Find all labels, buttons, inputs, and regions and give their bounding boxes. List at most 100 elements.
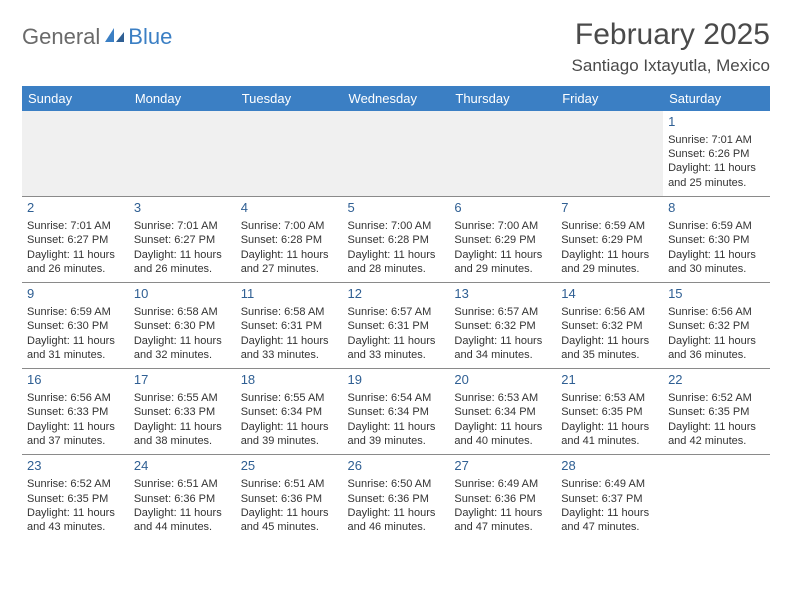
day-number: 20	[454, 372, 551, 389]
daylight-text-2: and 44 minutes.	[134, 520, 231, 534]
sunset-text: Sunset: 6:36 PM	[348, 492, 445, 506]
weekday-header: Monday	[129, 86, 236, 111]
sunset-text: Sunset: 6:30 PM	[134, 319, 231, 333]
daylight-text-1: Daylight: 11 hours	[241, 334, 338, 348]
sunrise-text: Sunrise: 6:50 AM	[348, 477, 445, 491]
calendar-day-cell: 1Sunrise: 7:01 AMSunset: 6:26 PMDaylight…	[663, 111, 770, 197]
sunrise-text: Sunrise: 7:01 AM	[134, 219, 231, 233]
calendar-day-cell: 24Sunrise: 6:51 AMSunset: 6:36 PMDayligh…	[129, 455, 236, 541]
daylight-text-2: and 25 minutes.	[668, 176, 765, 190]
daylight-text-2: and 33 minutes.	[241, 348, 338, 362]
sunset-text: Sunset: 6:37 PM	[561, 492, 658, 506]
month-title: February 2025	[572, 18, 770, 52]
logo: General Blue	[22, 18, 172, 50]
daylight-text-1: Daylight: 11 hours	[348, 506, 445, 520]
day-number: 16	[27, 372, 124, 389]
sunrise-text: Sunrise: 7:00 AM	[241, 219, 338, 233]
page-header: General Blue February 2025 Santiago Ixta…	[22, 18, 770, 76]
sunrise-text: Sunrise: 6:57 AM	[454, 305, 551, 319]
day-number: 3	[134, 200, 231, 217]
day-number: 14	[561, 286, 658, 303]
sunrise-text: Sunrise: 6:53 AM	[454, 391, 551, 405]
sunrise-text: Sunrise: 6:54 AM	[348, 391, 445, 405]
daylight-text-2: and 41 minutes.	[561, 434, 658, 448]
daylight-text-2: and 38 minutes.	[134, 434, 231, 448]
sunrise-text: Sunrise: 7:00 AM	[348, 219, 445, 233]
day-number: 10	[134, 286, 231, 303]
daylight-text-2: and 28 minutes.	[348, 262, 445, 276]
sunrise-text: Sunrise: 6:56 AM	[668, 305, 765, 319]
day-number: 12	[348, 286, 445, 303]
day-number: 8	[668, 200, 765, 217]
sunset-text: Sunset: 6:34 PM	[454, 405, 551, 419]
calendar-day-cell: 11Sunrise: 6:58 AMSunset: 6:31 PMDayligh…	[236, 283, 343, 369]
calendar-day-cell: 15Sunrise: 6:56 AMSunset: 6:32 PMDayligh…	[663, 283, 770, 369]
daylight-text-1: Daylight: 11 hours	[561, 506, 658, 520]
daylight-text-2: and 26 minutes.	[27, 262, 124, 276]
day-number: 7	[561, 200, 658, 217]
sunset-text: Sunset: 6:30 PM	[27, 319, 124, 333]
sunrise-text: Sunrise: 6:49 AM	[454, 477, 551, 491]
day-number: 5	[348, 200, 445, 217]
sunrise-text: Sunrise: 6:52 AM	[668, 391, 765, 405]
daylight-text-2: and 29 minutes.	[561, 262, 658, 276]
calendar-week-row: 23Sunrise: 6:52 AMSunset: 6:35 PMDayligh…	[22, 455, 770, 541]
sunrise-text: Sunrise: 6:59 AM	[27, 305, 124, 319]
daylight-text-2: and 26 minutes.	[134, 262, 231, 276]
daylight-text-2: and 30 minutes.	[668, 262, 765, 276]
daylight-text-1: Daylight: 11 hours	[241, 420, 338, 434]
logo-text-blue: Blue	[128, 24, 172, 50]
calendar-day-cell: 6Sunrise: 7:00 AMSunset: 6:29 PMDaylight…	[449, 197, 556, 283]
day-number: 11	[241, 286, 338, 303]
daylight-text-2: and 32 minutes.	[134, 348, 231, 362]
sunrise-text: Sunrise: 7:01 AM	[27, 219, 124, 233]
sunrise-text: Sunrise: 6:58 AM	[134, 305, 231, 319]
sunset-text: Sunset: 6:31 PM	[241, 319, 338, 333]
daylight-text-2: and 39 minutes.	[348, 434, 445, 448]
calendar-day-cell: 14Sunrise: 6:56 AMSunset: 6:32 PMDayligh…	[556, 283, 663, 369]
daylight-text-1: Daylight: 11 hours	[454, 248, 551, 262]
daylight-text-1: Daylight: 11 hours	[134, 506, 231, 520]
daylight-text-2: and 34 minutes.	[454, 348, 551, 362]
day-number: 18	[241, 372, 338, 389]
calendar-empty-cell	[663, 455, 770, 541]
sunset-text: Sunset: 6:32 PM	[454, 319, 551, 333]
calendar-day-cell: 12Sunrise: 6:57 AMSunset: 6:31 PMDayligh…	[343, 283, 450, 369]
calendar-week-row: 1Sunrise: 7:01 AMSunset: 6:26 PMDaylight…	[22, 111, 770, 197]
sunrise-text: Sunrise: 6:51 AM	[134, 477, 231, 491]
daylight-text-2: and 40 minutes.	[454, 434, 551, 448]
calendar-day-cell: 3Sunrise: 7:01 AMSunset: 6:27 PMDaylight…	[129, 197, 236, 283]
weekday-header: Wednesday	[343, 86, 450, 111]
calendar-day-cell: 20Sunrise: 6:53 AMSunset: 6:34 PMDayligh…	[449, 369, 556, 455]
day-number: 2	[27, 200, 124, 217]
daylight-text-1: Daylight: 11 hours	[561, 420, 658, 434]
calendar-header-row: SundayMondayTuesdayWednesdayThursdayFrid…	[22, 86, 770, 111]
day-number: 17	[134, 372, 231, 389]
sunset-text: Sunset: 6:33 PM	[134, 405, 231, 419]
calendar-empty-cell	[236, 111, 343, 197]
daylight-text-1: Daylight: 11 hours	[348, 248, 445, 262]
daylight-text-1: Daylight: 11 hours	[454, 506, 551, 520]
daylight-text-1: Daylight: 11 hours	[668, 334, 765, 348]
daylight-text-1: Daylight: 11 hours	[27, 420, 124, 434]
day-number: 27	[454, 458, 551, 475]
sunrise-text: Sunrise: 6:55 AM	[241, 391, 338, 405]
calendar-day-cell: 4Sunrise: 7:00 AMSunset: 6:28 PMDaylight…	[236, 197, 343, 283]
sunset-text: Sunset: 6:32 PM	[561, 319, 658, 333]
sunset-text: Sunset: 6:35 PM	[27, 492, 124, 506]
calendar-day-cell: 18Sunrise: 6:55 AMSunset: 6:34 PMDayligh…	[236, 369, 343, 455]
calendar-day-cell: 19Sunrise: 6:54 AMSunset: 6:34 PMDayligh…	[343, 369, 450, 455]
daylight-text-2: and 46 minutes.	[348, 520, 445, 534]
sunset-text: Sunset: 6:28 PM	[348, 233, 445, 247]
sunset-text: Sunset: 6:35 PM	[668, 405, 765, 419]
daylight-text-2: and 47 minutes.	[561, 520, 658, 534]
daylight-text-2: and 45 minutes.	[241, 520, 338, 534]
day-number: 22	[668, 372, 765, 389]
sunset-text: Sunset: 6:30 PM	[668, 233, 765, 247]
daylight-text-1: Daylight: 11 hours	[668, 161, 765, 175]
daylight-text-1: Daylight: 11 hours	[668, 248, 765, 262]
sunset-text: Sunset: 6:36 PM	[134, 492, 231, 506]
daylight-text-1: Daylight: 11 hours	[241, 248, 338, 262]
weekday-header: Sunday	[22, 86, 129, 111]
day-number: 1	[668, 114, 765, 131]
